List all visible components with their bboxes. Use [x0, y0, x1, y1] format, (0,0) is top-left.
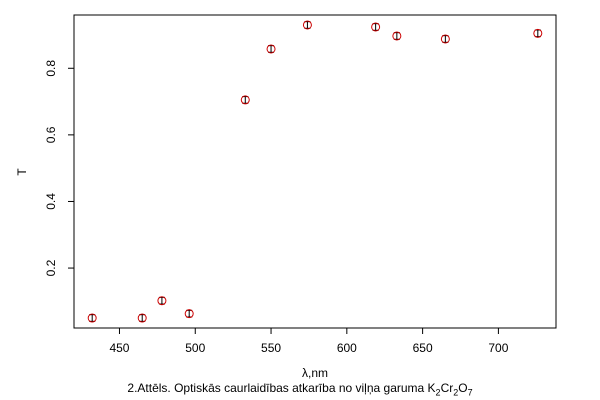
point-marker: [137, 313, 147, 323]
figure-caption: 2.Attēls. Optiskās caurlaidības atkarība…: [0, 381, 600, 397]
data-point: [240, 95, 250, 105]
caption-sub-2: 2: [453, 387, 459, 398]
y-axis: 0.2 0.4 0.6 0.8: [44, 60, 74, 276]
data-point: [157, 296, 167, 306]
y-tick-label: 0.2: [44, 259, 58, 276]
x-axis-title: λ,nm: [302, 366, 328, 380]
data-points: [87, 20, 543, 323]
point-marker: [533, 28, 543, 38]
point-marker: [302, 20, 312, 30]
caption-sub-1: 2: [435, 387, 441, 398]
plot-frame: [73, 14, 557, 329]
point-marker: [184, 309, 194, 319]
caption-mid: Cr: [440, 381, 454, 395]
data-point: [266, 44, 276, 54]
x-tick-label: 700: [488, 341, 508, 355]
x-tick-label: 600: [337, 341, 357, 355]
caption-sub-3: 7: [467, 387, 473, 398]
x-tick-label: 500: [185, 341, 205, 355]
data-point: [392, 31, 402, 41]
point-marker: [266, 44, 276, 54]
data-point: [87, 313, 97, 323]
data-point: [302, 20, 312, 30]
point-marker: [87, 313, 97, 323]
data-point: [533, 28, 543, 38]
point-marker: [240, 95, 250, 105]
point-marker: [440, 34, 450, 44]
y-axis-title: T: [15, 168, 29, 176]
x-tick-label: 450: [109, 341, 129, 355]
y-tick-label: 0.8: [44, 60, 58, 77]
x-axis: 450 500 550 600 650 700: [109, 328, 509, 355]
caption-end: O: [458, 381, 468, 395]
data-point: [440, 34, 450, 44]
point-marker: [392, 31, 402, 41]
x-tick-label: 650: [413, 341, 433, 355]
data-point: [137, 313, 147, 323]
x-tick-label: 550: [261, 341, 281, 355]
data-point: [184, 309, 194, 319]
y-tick-label: 0.4: [44, 193, 58, 210]
caption-main: 2.Attēls. Optiskās caurlaidības atkarība…: [127, 381, 436, 395]
point-marker: [371, 22, 381, 32]
data-point: [371, 22, 381, 32]
y-tick-label: 0.6: [44, 126, 58, 143]
point-marker: [157, 296, 167, 306]
